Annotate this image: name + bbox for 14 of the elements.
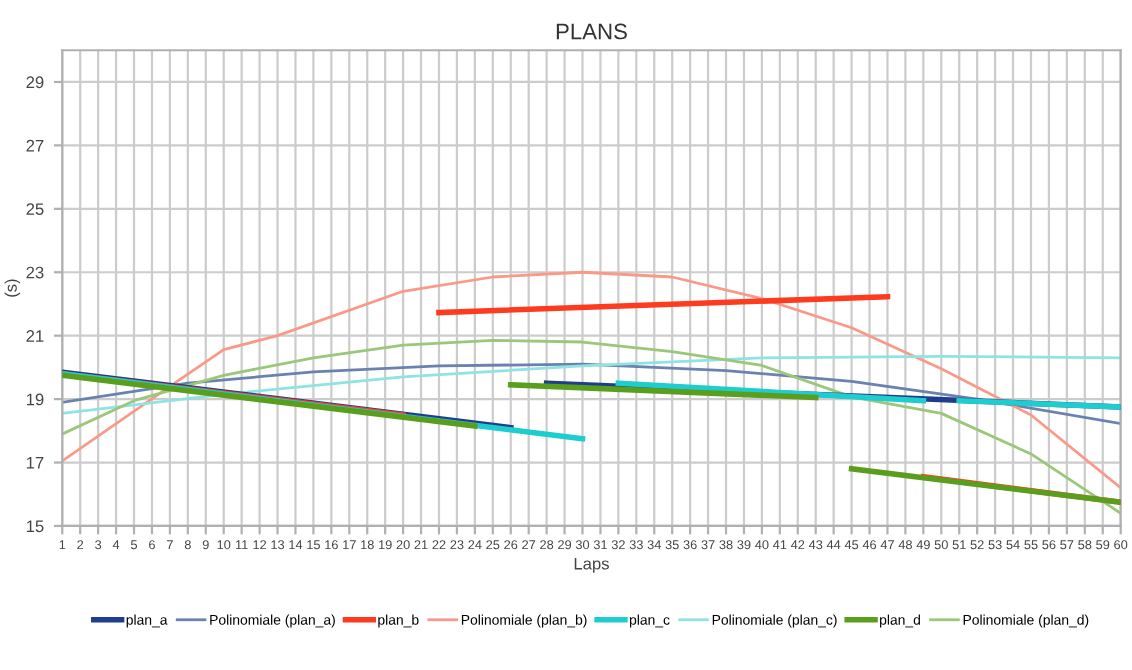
y-tick-label: 17 — [26, 457, 44, 469]
y-tick-label: 21 — [26, 330, 44, 342]
chart-title: PLANS — [556, 23, 627, 40]
y-tick-label: 19 — [26, 393, 44, 406]
line-series — [62, 270, 1121, 490]
x-axis-title: Laps — [574, 557, 609, 573]
y-tick-label: 23 — [26, 266, 44, 279]
y-tick-label: 27 — [26, 139, 44, 152]
y-tick-label: 15 — [26, 520, 44, 533]
y-tick-label: 25 — [26, 203, 44, 216]
line-series — [62, 354, 1121, 415]
line-series — [62, 339, 1121, 515]
y-tick-label: 29 — [26, 76, 44, 89]
y-axis-title: (s) — [4, 279, 21, 297]
